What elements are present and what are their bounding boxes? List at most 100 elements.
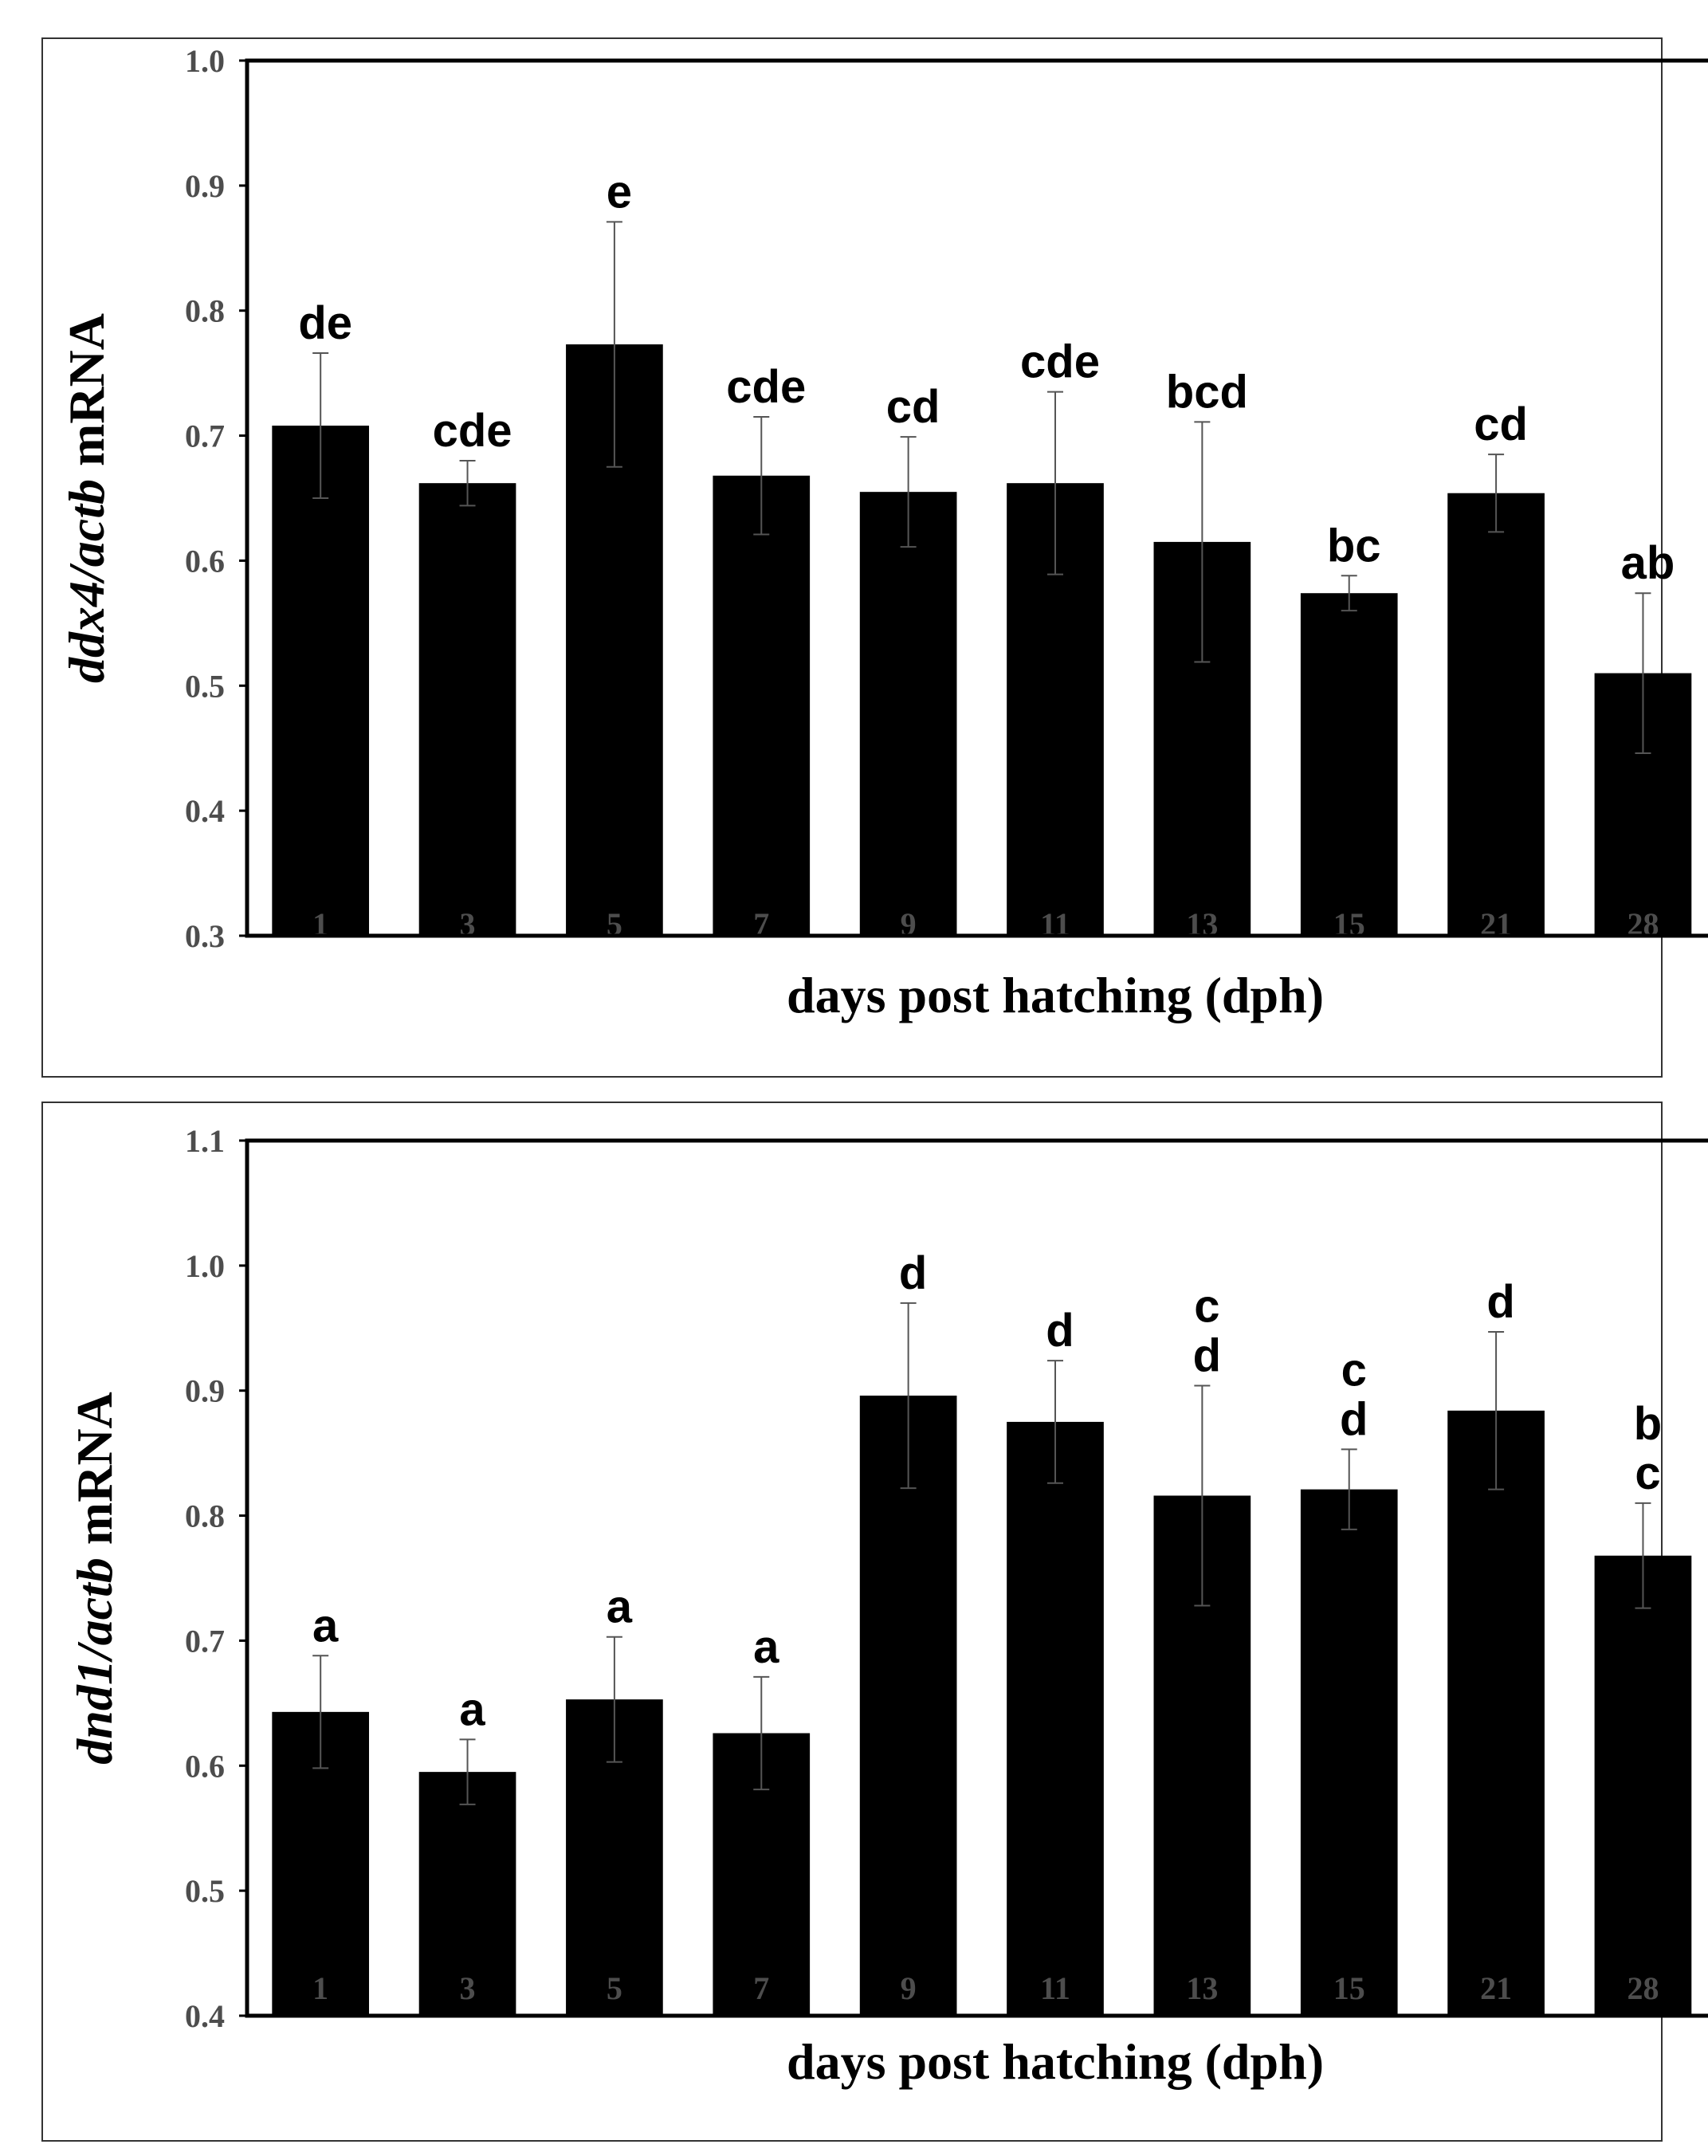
ddx4-chart-panel: 0.3 0.4 0.5 0.6 0.7 0.8 0.9 1.0 1 de 3 cde 5 e 7 cde 9 cd… — [41, 37, 1708, 1078]
dnd1-error-bar-13dph — [1194, 1384, 1211, 1607]
ddx4-ytick-label: 0.4 — [185, 793, 225, 829]
ddx4-xtick-label: 5 — [607, 906, 622, 942]
dnd1-ytick-label: 1.1 — [185, 1123, 225, 1159]
ddx4-bar-1dph — [272, 426, 370, 936]
dnd1-ytick-label: 0.4 — [185, 1998, 225, 2034]
ddx4-y-axis-title: ddx4/actb mRNA — [58, 313, 115, 683]
dnd1-xtick-label: 13 — [1186, 1970, 1218, 2006]
ddx4-significance-label: cde — [726, 361, 806, 413]
dnd1-significance-label: d — [1046, 1305, 1074, 1357]
dnd1-significance-label: b — [1634, 1398, 1662, 1450]
dnd1-ytick-label: 0.8 — [185, 1498, 225, 1534]
dnd1-error-bar-1dph — [312, 1655, 329, 1769]
ddx4-bar-7dph — [713, 475, 811, 936]
ddx4-xtick-label: 1 — [312, 906, 328, 942]
ddx4-error-bar-1dph — [312, 352, 329, 499]
dnd1-significance-label: d — [899, 1247, 927, 1299]
dnd1-bar-3dph — [418, 1772, 516, 2016]
ddx4-bar-15dph — [1300, 593, 1398, 936]
dnd1-ytick-label: 0.9 — [185, 1373, 225, 1409]
dnd1-error-bar-15dph — [1341, 1448, 1357, 1530]
ddx4-error-bar-13dph — [1194, 421, 1211, 663]
ddx4-error-bar-9dph — [900, 436, 917, 548]
dnd1-xtick-label: 1 — [312, 1970, 328, 2006]
dnd1-significance-label: c — [1194, 1280, 1219, 1332]
ddx4-significance-label: cde — [1020, 336, 1100, 388]
ddx4-bar-3dph — [418, 483, 516, 936]
dnd1-error-bar-3dph — [459, 1738, 476, 1805]
ddx4-significance-label: cd — [1474, 399, 1528, 450]
ddx4-error-bar-28dph — [1635, 592, 1651, 754]
ddx4-bar-21dph — [1447, 493, 1545, 936]
ddx4-bar-9dph — [859, 492, 957, 936]
ddx4-y-axis-suffix: mRNA — [58, 313, 115, 479]
dnd1-plot-frame — [245, 1138, 1708, 2018]
ddx4-ytick-label: 0.3 — [185, 918, 225, 954]
ddx4-error-bar-15dph — [1341, 575, 1357, 612]
ddx4-error-bar-11dph — [1047, 391, 1063, 575]
ddx4-ytick-label: 0.6 — [185, 543, 225, 579]
ddx4-error-bar-7dph — [753, 416, 770, 536]
ddx4-significance-label: de — [298, 297, 352, 349]
ddx4-y-axis-gene: ddx4/actb — [58, 479, 115, 683]
dnd1-significance-label: d — [1340, 1393, 1368, 1445]
ddx4-significance-label: bcd — [1166, 366, 1248, 418]
ddx4-xtick-label: 9 — [901, 906, 917, 942]
dnd1-error-bar-5dph — [606, 1636, 622, 1763]
dnd1-x-axis-title: days post hatching (dph) — [787, 2033, 1324, 2090]
dnd1-ytick-label: 1.0 — [185, 1248, 225, 1284]
ddx4-error-bar-5dph — [606, 221, 622, 468]
dnd1-xtick-label: 7 — [753, 1970, 769, 2006]
ddx4-ytick-label: 0.9 — [185, 168, 225, 204]
ddx4-panel-frame — [41, 37, 1663, 1078]
ddx4-error-bar-3dph — [459, 459, 476, 507]
dnd1-bar-11dph — [1007, 1421, 1104, 2016]
dnd1-bar-15dph — [1300, 1489, 1398, 2016]
dnd1-bar-28dph — [1594, 1555, 1692, 2016]
dnd1-chart-panel: 0.4 0.5 0.6 0.7 0.8 0.9 1.0 1.1 1 a 3 a 5 a 7 a 9 d 11 d 13 c… — [41, 1102, 1708, 2142]
dnd1-significance-label: a — [753, 1621, 779, 1673]
ddx4-ytick-label: 0.7 — [185, 418, 225, 454]
dnd1-error-bar-11dph — [1047, 1360, 1063, 1484]
ddx4-ytick-label: 1.0 — [185, 43, 225, 79]
dnd1-significance-label: c — [1341, 1344, 1367, 1396]
dnd1-ytick-label: 0.7 — [185, 1623, 225, 1659]
dnd1-y-axis-suffix: mRNA — [66, 1392, 123, 1557]
dnd1-xtick-label: 9 — [901, 1970, 917, 2006]
dnd1-error-bar-21dph — [1488, 1330, 1505, 1490]
dnd1-error-bar-7dph — [753, 1675, 770, 1791]
ddx4-significance-label: bc — [1327, 520, 1381, 571]
dnd1-xtick-label: 11 — [1040, 1970, 1070, 2006]
dnd1-significance-label: a — [459, 1683, 485, 1735]
ddx4-x-axis-title: days post hatching (dph) — [787, 967, 1324, 1023]
ddx4-xtick-label: 7 — [753, 906, 769, 942]
dnd1-bar-21dph — [1447, 1410, 1545, 2016]
ddx4-significance-label: cd — [886, 381, 940, 433]
dnd1-bar-9dph — [859, 1395, 957, 2016]
ddx4-significance-label: ab — [1621, 537, 1675, 589]
dnd1-significance-label: a — [607, 1581, 633, 1633]
dnd1-significance-label: d — [1486, 1276, 1514, 1328]
dnd1-y-axis-gene: dnd1/actb — [66, 1557, 123, 1765]
ddx4-ytick-label: 0.8 — [185, 293, 225, 329]
dnd1-significance-label: a — [312, 1600, 339, 1651]
dnd1-significance-label: c — [1635, 1447, 1660, 1499]
dnd1-xtick-label: 3 — [460, 1970, 476, 2006]
dnd1-error-bar-9dph — [900, 1302, 917, 1490]
dnd1-xtick-label: 5 — [607, 1970, 622, 2006]
dnd1-significance-label: d — [1193, 1329, 1221, 1381]
ddx4-error-bar-21dph — [1488, 454, 1505, 533]
ddx4-significance-label: e — [607, 166, 632, 218]
dnd1-error-bar-28dph — [1635, 1502, 1651, 1609]
dnd1-xtick-label: 21 — [1480, 1970, 1512, 2006]
ddx4-xtick-label: 3 — [460, 906, 476, 942]
dnd1-ytick-label: 0.6 — [185, 1748, 225, 1784]
ddx4-plot-frame — [245, 58, 1708, 938]
dnd1-y-axis-title: dnd1/actb mRNA — [66, 1392, 123, 1765]
ddx4-significance-label: cde — [433, 405, 512, 457]
ddx4-ytick-label: 0.5 — [185, 668, 225, 704]
dnd1-ytick-label: 0.5 — [185, 1873, 225, 1909]
dnd1-xtick-label: 28 — [1627, 1970, 1659, 2006]
dnd1-xtick-label: 15 — [1333, 1970, 1365, 2006]
